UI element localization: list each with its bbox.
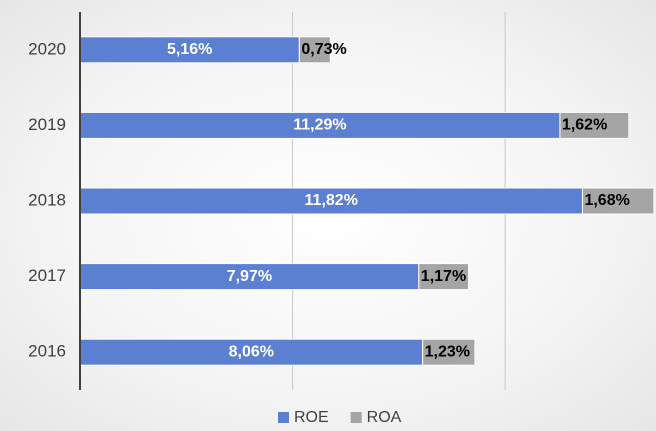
bar-segment [559, 111, 630, 139]
bar-segment [79, 338, 424, 366]
data-label: 1,68% [584, 192, 629, 209]
bar-segment [298, 36, 331, 64]
y-tick-label: 2017 [28, 266, 66, 285]
data-label: 11,82% [305, 192, 358, 209]
bar-segment [581, 187, 655, 215]
y-tick-label: 2020 [28, 39, 66, 58]
data-label: 11,29% [293, 117, 346, 134]
data-label: 8,06% [229, 343, 274, 360]
data-label: 0,73% [301, 41, 346, 58]
bar-segment [422, 338, 476, 366]
legend-swatch [350, 412, 362, 423]
y-tick-label: 2019 [28, 115, 66, 134]
y-tick-label: 2016 [28, 342, 66, 361]
bar-segment [79, 263, 420, 291]
bar-segment [418, 263, 470, 291]
data-label: 7,97% [227, 268, 272, 285]
data-label: 5,16% [167, 41, 212, 58]
data-label: 1,23% [425, 343, 470, 360]
legend-label: ROA [367, 409, 402, 426]
legend-swatch [278, 412, 289, 423]
y-tick-label: 2018 [28, 190, 66, 209]
data-label: 1,62% [562, 117, 607, 134]
legend-label: ROE [294, 409, 329, 426]
data-label: 1,17% [421, 268, 466, 285]
